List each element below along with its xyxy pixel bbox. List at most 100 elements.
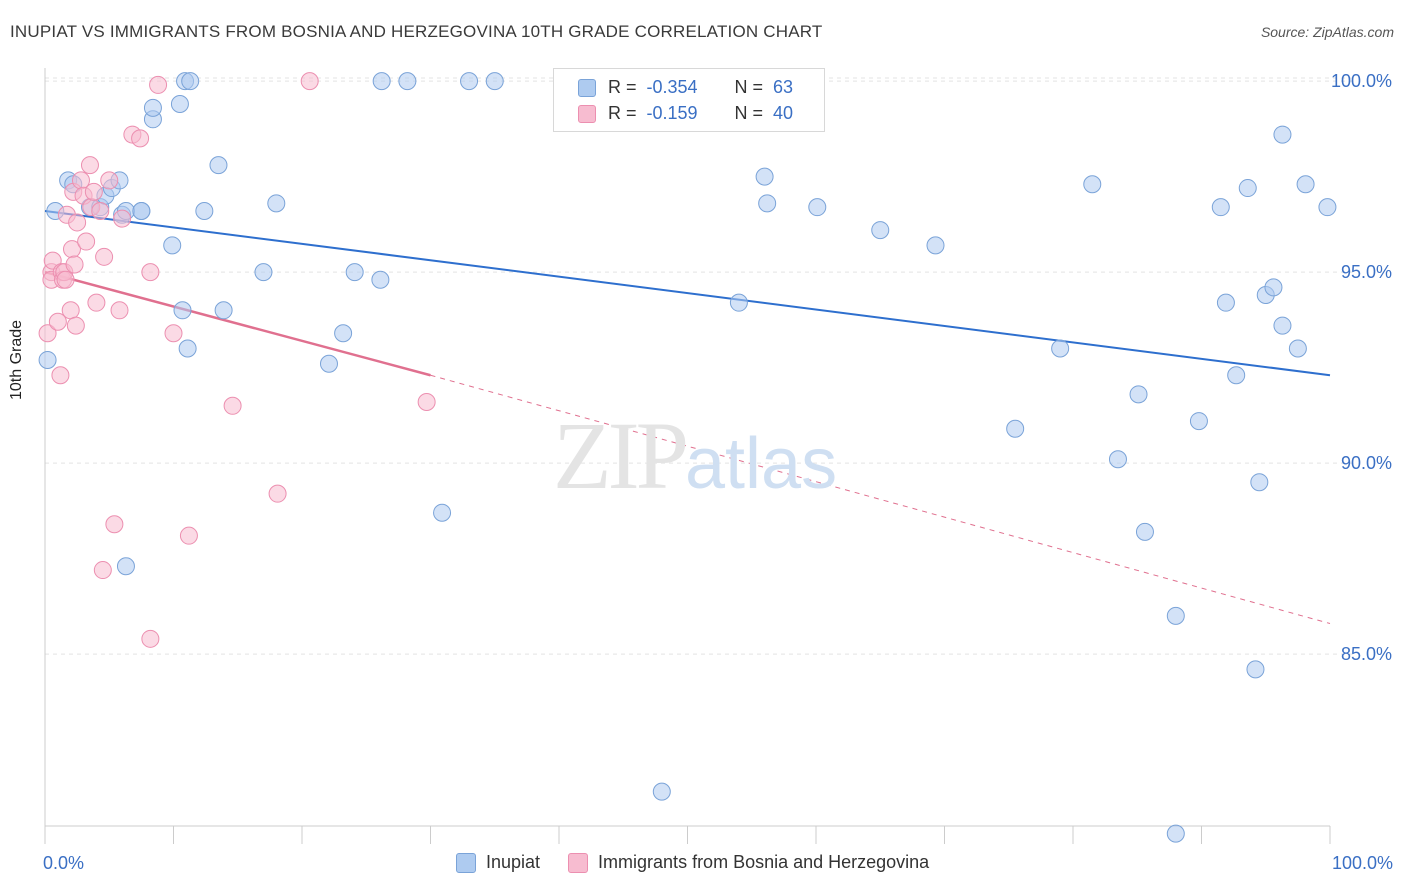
legend-swatch-pink [568, 852, 589, 873]
x-tick-label: 100.0% [1332, 853, 1393, 873]
data-point [1216, 293, 1235, 312]
data-point [68, 213, 87, 232]
data-point [51, 366, 70, 385]
data-point [1166, 824, 1185, 843]
data-point [209, 156, 228, 175]
data-point [113, 209, 132, 228]
data-point [163, 236, 182, 255]
data-point [179, 526, 198, 545]
legend-n-label: N = [734, 77, 764, 97]
legend-swatch-blue [578, 78, 596, 97]
data-point [319, 354, 338, 373]
data-point [84, 182, 103, 201]
data-point [141, 263, 160, 282]
data-point [38, 350, 57, 369]
data-point [1166, 606, 1185, 625]
data-point [56, 270, 75, 289]
data-point [871, 221, 890, 240]
data-point [1227, 366, 1246, 385]
legend-label-inupiat: Inupiat [486, 852, 541, 872]
data-point [300, 72, 319, 91]
data-point [345, 263, 364, 282]
data-point [371, 270, 390, 289]
y-axis-label: 10th Grade [8, 319, 25, 400]
chart-title: INUPIAT VS IMMIGRANTS FROM BOSNIA AND HE… [10, 22, 823, 41]
legend-swatch-pink [578, 104, 596, 123]
data-point [38, 324, 57, 343]
data-point [1211, 198, 1230, 217]
bottom-legend: Inupiat Immigrants from Bosnia and Herze… [456, 852, 957, 873]
data-point [93, 561, 112, 580]
data-point [1189, 412, 1208, 431]
x-tick-label: 0.0% [43, 853, 84, 873]
watermark-atlas: atlas [685, 424, 838, 504]
data-point [100, 171, 119, 190]
y-tick-label: 90.0% [1341, 453, 1392, 473]
legend-item-inupiat: Inupiat [456, 852, 540, 873]
data-point [926, 236, 945, 255]
y-tick-label: 95.0% [1341, 262, 1392, 282]
data-point [433, 503, 452, 522]
source-label: Source: ZipAtlas.com [1260, 24, 1394, 40]
data-point [95, 247, 114, 266]
data-point [334, 324, 353, 343]
data-point [178, 339, 197, 358]
data-point [65, 255, 84, 274]
data-point [1288, 339, 1307, 358]
legend-row-inupiat: R = -0.354 N = 63 [578, 77, 793, 98]
data-point [729, 293, 748, 312]
legend-row-bosnia: R = -0.159 N = 40 [578, 103, 793, 124]
data-point [1135, 522, 1154, 541]
data-point [398, 72, 417, 91]
data-point [149, 75, 168, 94]
data-point [173, 301, 192, 320]
data-point [61, 301, 80, 320]
data-point [268, 484, 287, 503]
data-points [38, 72, 1337, 843]
trend-line-inupiat [44, 209, 1331, 377]
data-point [1246, 660, 1265, 679]
legend-r-value: -0.354 [646, 77, 698, 97]
data-point [170, 95, 189, 114]
axes [44, 68, 1331, 844]
data-point [652, 782, 671, 801]
legend-r-label: R = [608, 77, 637, 97]
data-point [485, 72, 504, 91]
data-point [164, 324, 183, 343]
data-point [1273, 125, 1292, 144]
data-point [110, 301, 129, 320]
data-point [195, 201, 214, 220]
data-point [417, 392, 436, 411]
data-point [48, 312, 67, 331]
watermark-zip: ZIP [553, 402, 689, 509]
data-point [1264, 278, 1283, 297]
data-point [77, 232, 96, 251]
data-point [1273, 316, 1292, 335]
watermark: ZIPatlas [553, 400, 837, 511]
data-point [372, 72, 391, 91]
data-point [223, 396, 242, 415]
legend-n-value: 40 [773, 103, 794, 123]
data-point [1108, 450, 1127, 469]
tick-labels: 85.0% 90.0% 95.0% 100.0% 0.0% 100.0% [43, 71, 1393, 873]
data-point [755, 167, 774, 186]
data-point [87, 293, 106, 312]
data-point [267, 194, 286, 213]
data-point [105, 515, 124, 534]
data-point [131, 129, 150, 148]
data-point [143, 98, 162, 117]
data-point [91, 201, 110, 220]
data-point [116, 557, 135, 576]
gridlines [45, 77, 1355, 655]
data-point [1318, 198, 1337, 217]
data-point [808, 198, 827, 217]
data-point [1238, 179, 1257, 198]
trend-lines [44, 209, 1331, 625]
legend-swatch-blue [456, 852, 476, 873]
data-point [181, 72, 200, 91]
legend-r-label: R = [608, 103, 637, 123]
data-point [1051, 339, 1070, 358]
data-point [460, 72, 479, 91]
data-point [1250, 473, 1269, 492]
